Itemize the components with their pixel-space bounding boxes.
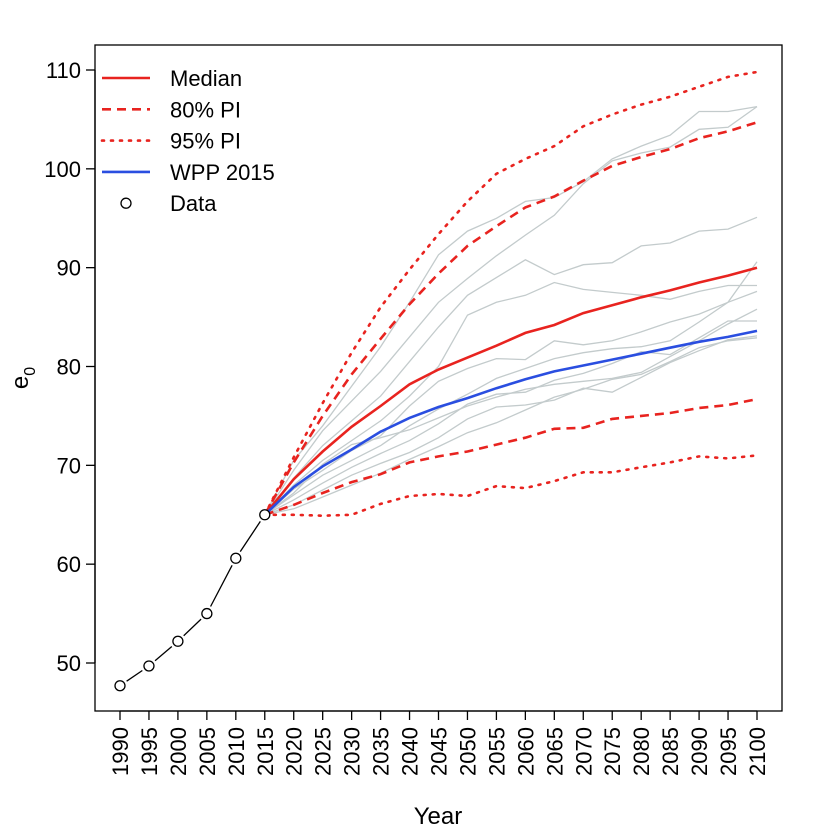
- legend-label-wpp-2015: WPP 2015: [170, 160, 275, 185]
- y-tick-label-90: 90: [57, 256, 81, 281]
- data-point-1990: [114, 680, 126, 692]
- x-tick-label-2080: 2080: [629, 727, 654, 776]
- data-point-2000: [172, 635, 184, 647]
- y-axis-title-subscript: 0: [22, 367, 39, 376]
- x-tick-label-2010: 2010: [224, 727, 249, 776]
- series-line-median: [263, 266, 758, 516]
- legend-label-data: Data: [170, 191, 217, 216]
- legend-label-95-pi: 95% PI: [170, 129, 241, 154]
- trajectory-line-4: [264, 281, 757, 516]
- series-layer: [263, 70, 759, 518]
- x-tick-label-2045: 2045: [427, 727, 452, 776]
- x-tick-label-2060: 2060: [513, 727, 538, 776]
- trajectory-line-2: [264, 106, 758, 516]
- x-tick-label-2095: 2095: [716, 727, 741, 776]
- series-line-95-pi-lower: [263, 454, 759, 518]
- series-line-95-pi-upper: [263, 70, 759, 517]
- data-connector: [183, 618, 202, 637]
- x-tick-label-2070: 2070: [571, 727, 596, 776]
- y-tick-label-60: 60: [57, 552, 81, 577]
- x-axis: 1990 1995 2000 2005 2010 2015 2020 2025 2030 2035…: [108, 710, 770, 776]
- x-tick-label-2065: 2065: [542, 727, 567, 776]
- data-point-2010: [230, 552, 242, 564]
- data-connector: [209, 565, 233, 607]
- x-tick-label-1990: 1990: [108, 727, 133, 776]
- x-tick-label-2000: 2000: [166, 727, 191, 776]
- trajectories-layer: [264, 105, 758, 516]
- legend: Median 80% PI 95% PI WPP 2015 Data: [100, 66, 275, 216]
- series-line-80-pi-upper: [263, 121, 758, 516]
- y-axis-title-main: e: [7, 376, 34, 389]
- x-tick-label-2100: 2100: [745, 727, 770, 776]
- trajectory-line-3: [264, 216, 758, 516]
- y-tick-label-100: 100: [44, 157, 81, 182]
- x-tick-label-2055: 2055: [484, 727, 509, 776]
- x-tick-label-2015: 2015: [253, 727, 278, 776]
- x-tick-label-2025: 2025: [311, 727, 336, 776]
- series-line-80-pi-lower: [264, 397, 758, 517]
- data-connector: [126, 669, 143, 682]
- x-tick-label-2050: 2050: [455, 727, 480, 776]
- data-point-2005: [201, 607, 213, 620]
- trajectory-line-1: [264, 105, 758, 516]
- data-connector: [154, 645, 173, 662]
- x-tick-label-2040: 2040: [398, 727, 423, 776]
- x-axis-title: Year: [414, 803, 463, 830]
- data-connector: [239, 521, 261, 552]
- x-tick-label-2005: 2005: [195, 727, 220, 776]
- x-tick-label-2085: 2085: [658, 727, 683, 776]
- observed-data-layer: [114, 509, 271, 692]
- legend-label-median: Median: [170, 66, 242, 91]
- x-tick-label-2075: 2075: [600, 727, 625, 776]
- data-point-2015: [259, 509, 271, 521]
- trajectory-line-10: [264, 308, 758, 516]
- x-tick-label-1995: 1995: [137, 727, 162, 776]
- trajectory-line-6: [264, 261, 758, 516]
- y-axis-title: e0: [7, 367, 39, 389]
- y-axis: 50 60 70 80 90 100 110: [44, 58, 96, 676]
- x-tick-label-2030: 2030: [340, 727, 365, 776]
- data-point-1995: [143, 660, 155, 672]
- legend-swatch-data: [120, 197, 132, 209]
- y-tick-label-50: 50: [57, 651, 81, 676]
- y-tick-label-70: 70: [57, 453, 81, 478]
- trajectory-line-9: [264, 337, 758, 516]
- x-tick-label-2035: 2035: [369, 727, 394, 776]
- series-line-wpp-2015: [263, 329, 758, 516]
- x-tick-label-2090: 2090: [687, 727, 712, 776]
- y-tick-label-80: 80: [57, 355, 81, 380]
- y-tick-label-110: 110: [46, 58, 81, 83]
- trajectory-line-8: [264, 335, 758, 516]
- legend-label-80-pi: 80% PI: [170, 97, 241, 122]
- x-tick-label-2020: 2020: [282, 727, 307, 776]
